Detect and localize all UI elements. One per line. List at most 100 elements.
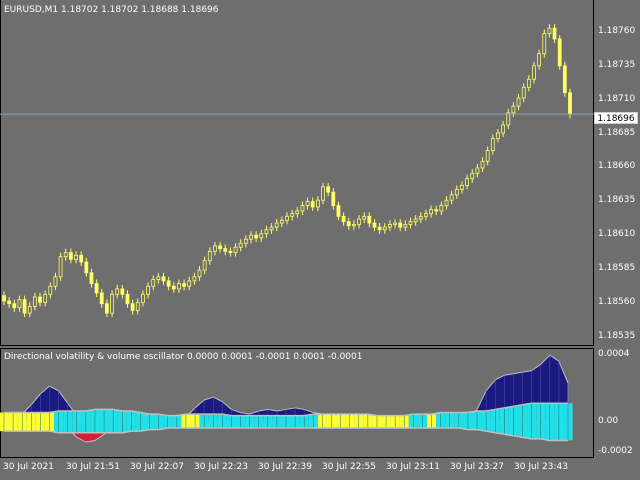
candle	[562, 61, 567, 97]
candle	[475, 163, 480, 178]
candle-body	[367, 215, 372, 224]
candle	[12, 299, 17, 312]
candle	[27, 302, 32, 318]
candle	[249, 231, 253, 244]
candle	[223, 244, 228, 256]
candle-body	[346, 221, 351, 227]
candle	[547, 24, 552, 38]
candle-body	[454, 189, 459, 196]
current-price-label: 1.18696	[594, 112, 638, 124]
candle-body	[207, 250, 212, 262]
candle	[2, 291, 6, 306]
price-axis-tick: 1.18660	[598, 161, 636, 171]
candle	[321, 182, 325, 205]
candle	[177, 279, 181, 293]
candle	[418, 212, 423, 224]
candle-body	[398, 222, 403, 228]
candle	[151, 275, 156, 291]
candle-body	[17, 299, 22, 309]
price-axis-tick: 1.18585	[598, 263, 636, 273]
candle-body	[187, 280, 192, 287]
candle-body	[496, 132, 500, 139]
candle	[187, 276, 192, 291]
candle	[161, 272, 166, 285]
candle-body	[552, 27, 557, 40]
candle-body	[429, 209, 433, 215]
candle	[259, 229, 264, 242]
upper-envelope-line	[4, 402, 568, 417]
price-axis-tick: 1.18735	[598, 60, 636, 70]
candle-body	[377, 226, 382, 231]
candle	[305, 197, 310, 210]
candle-body	[115, 288, 120, 295]
candle	[444, 196, 449, 210]
candle	[362, 212, 367, 224]
candle-body	[547, 27, 552, 34]
lower-envelope-line	[4, 427, 568, 442]
candle-body	[48, 285, 53, 295]
candle	[542, 29, 547, 58]
candle-body	[516, 97, 521, 107]
price-chart-pane[interactable]	[0, 0, 594, 346]
candle	[470, 169, 475, 183]
symbol-timeframe: EURUSD,M1	[4, 5, 59, 15]
candle-body	[326, 186, 331, 193]
candle-body	[542, 33, 547, 55]
candle-body	[53, 276, 58, 287]
candle	[274, 219, 279, 232]
candle-body	[43, 293, 48, 303]
candle	[269, 223, 274, 234]
candle-body	[372, 222, 377, 228]
candle	[228, 247, 233, 257]
candle-body	[321, 186, 325, 201]
candle	[465, 174, 469, 190]
candle-body	[506, 112, 511, 126]
candle-body	[537, 53, 542, 67]
candle	[532, 61, 536, 84]
indicator-info: Directional volatility & volume oscillat…	[4, 352, 362, 362]
candle-body	[315, 199, 320, 208]
candle	[285, 212, 289, 225]
candle	[449, 190, 454, 205]
candle	[197, 266, 202, 281]
candle	[403, 220, 408, 232]
candle	[182, 279, 186, 291]
candle-body	[22, 299, 27, 314]
candle	[480, 157, 485, 172]
candle	[207, 247, 212, 265]
candle-body	[32, 296, 37, 307]
candle-body	[259, 233, 264, 239]
time-axis-tick: 30 Jul 23:27	[450, 462, 504, 472]
candle	[279, 216, 284, 228]
candle-body	[7, 300, 12, 305]
candle	[331, 188, 336, 210]
candle-body	[94, 283, 99, 294]
candle	[17, 295, 22, 312]
time-axis-tick: 30 Jul 23:11	[386, 462, 440, 472]
candle-body	[485, 150, 490, 162]
candle	[84, 258, 89, 277]
candle	[398, 219, 403, 232]
candle-body	[79, 254, 84, 263]
candle-body	[475, 167, 480, 174]
candle-body	[295, 210, 300, 215]
ohlc-open: 1.18702	[61, 5, 99, 15]
candle-body	[177, 283, 181, 290]
candle-body	[233, 246, 238, 254]
candle	[300, 201, 305, 215]
time-axis-tick: 30 Jul 21:51	[66, 462, 120, 472]
candle-body	[357, 218, 361, 225]
candle-body	[182, 283, 186, 287]
time-axis-tick: 30 Jul 23:43	[514, 462, 568, 472]
candle	[351, 220, 356, 230]
candle	[315, 196, 320, 211]
candle	[424, 209, 428, 221]
candle	[341, 212, 346, 226]
candle-body	[532, 65, 536, 80]
candle	[110, 290, 114, 318]
candle	[326, 182, 331, 197]
candle	[38, 292, 42, 307]
candle-body	[38, 296, 42, 303]
candle	[388, 220, 392, 232]
